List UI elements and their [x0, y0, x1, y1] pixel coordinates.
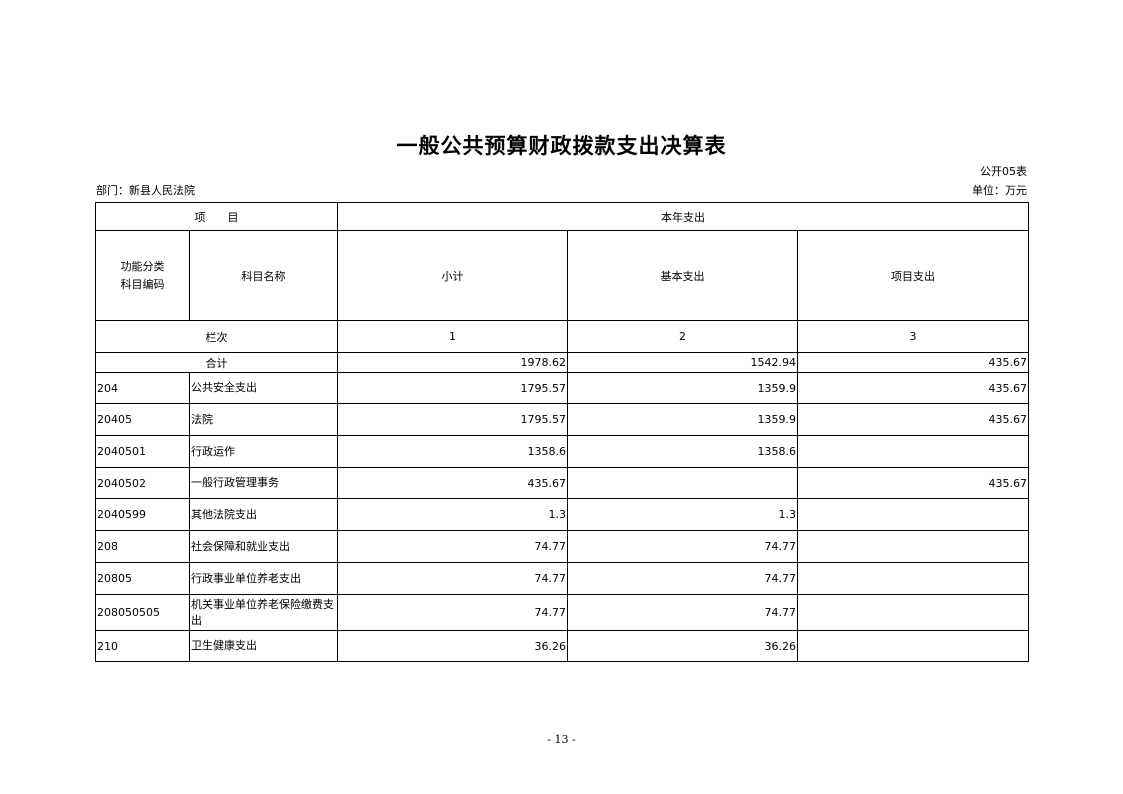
row-basic: 36.26 — [567, 630, 798, 662]
row-code: 204 — [95, 372, 190, 404]
form-number: 公开05表 — [980, 165, 1027, 178]
row-project — [796, 594, 1030, 631]
row-name: 法院 — [189, 403, 338, 436]
row-name: 社会保障和就业支出 — [189, 530, 338, 563]
header-item: 项 目 — [95, 202, 338, 231]
row-project — [796, 498, 1030, 531]
unit-label: 单位：万元 — [972, 184, 1027, 197]
row-basic: 74.77 — [567, 530, 798, 563]
column-number-2: 2 — [567, 320, 798, 353]
expenditure-table: 项 目 本年支出 功能分类 科目编码 科目名称 小计 基本支出 项目支出 栏次 … — [95, 202, 1030, 662]
row-code: 2040599 — [95, 498, 190, 531]
row-subtotal: 74.77 — [337, 530, 568, 563]
column-number-3: 3 — [796, 320, 1030, 353]
row-basic: 74.77 — [567, 594, 798, 631]
column-order-label: 栏次 — [95, 320, 338, 353]
row-basic: 1358.6 — [567, 435, 798, 468]
row-project: 435.67 — [796, 403, 1030, 436]
row-project — [796, 562, 1030, 595]
row-subtotal: 1795.57 — [337, 403, 568, 436]
row-basic: 1359.9 — [567, 372, 798, 404]
row-code: 208 — [95, 530, 190, 563]
row-subtotal: 1795.57 — [337, 372, 568, 404]
row-code: 20805 — [95, 562, 190, 595]
header-name: 科目名称 — [189, 230, 338, 321]
row-subtotal: 435.67 — [337, 467, 568, 499]
table-row: 2040501 行政运作 1358.6 1358.6 — [95, 435, 1030, 468]
row-project — [796, 435, 1030, 468]
total-project: 435.67 — [796, 352, 1030, 373]
row-project — [796, 530, 1030, 563]
page-number: - 13 - — [547, 733, 576, 746]
table-row: 2040599 其他法院支出 1.3 1.3 — [95, 498, 1030, 531]
row-name: 行政运作 — [189, 435, 338, 468]
total-row: 合计 1978.62 1542.94 435.67 — [95, 352, 1030, 373]
row-code: 2040502 — [95, 467, 190, 499]
table-row: 2040502 一般行政管理事务 435.67 435.67 — [95, 467, 1030, 499]
row-subtotal: 74.77 — [337, 562, 568, 595]
row-code: 20405 — [95, 403, 190, 436]
row-code: 2040501 — [95, 435, 190, 468]
row-project: 435.67 — [796, 372, 1030, 404]
row-subtotal: 74.77 — [337, 594, 568, 631]
row-name: 卫生健康支出 — [189, 630, 338, 662]
table-row: 208 社会保障和就业支出 74.77 74.77 — [95, 530, 1030, 563]
row-basic: 1359.9 — [567, 403, 798, 436]
table-row: 210 卫生健康支出 36.26 36.26 — [95, 630, 1030, 662]
row-basic — [567, 467, 798, 499]
row-code: 210 — [95, 630, 190, 662]
row-name: 一般行政管理事务 — [189, 467, 338, 499]
row-subtotal: 36.26 — [337, 630, 568, 662]
total-basic: 1542.94 — [567, 352, 798, 373]
header-subtotal: 小计 — [337, 230, 568, 321]
table-row: 208050505 机关事业单位养老保险缴费支出 74.77 74.77 — [95, 594, 1030, 631]
row-name: 机关事业单位养老保险缴费支出 — [189, 594, 338, 631]
row-subtotal: 1358.6 — [337, 435, 568, 468]
header-code: 功能分类 科目编码 — [95, 230, 190, 321]
table-row: 20405 法院 1795.57 1359.9 435.67 — [95, 403, 1030, 436]
column-number-1: 1 — [337, 320, 568, 353]
row-basic: 1.3 — [567, 498, 798, 531]
row-basic: 74.77 — [567, 562, 798, 595]
row-name: 公共安全支出 — [189, 372, 338, 404]
row-code: 208050505 — [95, 594, 190, 631]
row-project: 435.67 — [796, 467, 1030, 499]
total-label: 合计 — [95, 352, 338, 373]
header-project: 项目支出 — [796, 230, 1030, 321]
table-row: 204 公共安全支出 1795.57 1359.9 435.67 — [95, 372, 1030, 404]
row-subtotal: 1.3 — [337, 498, 568, 531]
header-current-year: 本年支出 — [336, 202, 1030, 231]
total-subtotal: 1978.62 — [337, 352, 568, 373]
header-basic: 基本支出 — [567, 230, 798, 321]
row-project — [796, 630, 1030, 662]
page-title: 一般公共预算财政拨款支出决算表 — [396, 133, 727, 158]
department-label: 部门：新县人民法院 — [96, 184, 195, 197]
table-row: 20805 行政事业单位养老支出 74.77 74.77 — [95, 562, 1030, 595]
row-name: 行政事业单位养老支出 — [189, 562, 338, 595]
row-name: 其他法院支出 — [189, 498, 338, 531]
